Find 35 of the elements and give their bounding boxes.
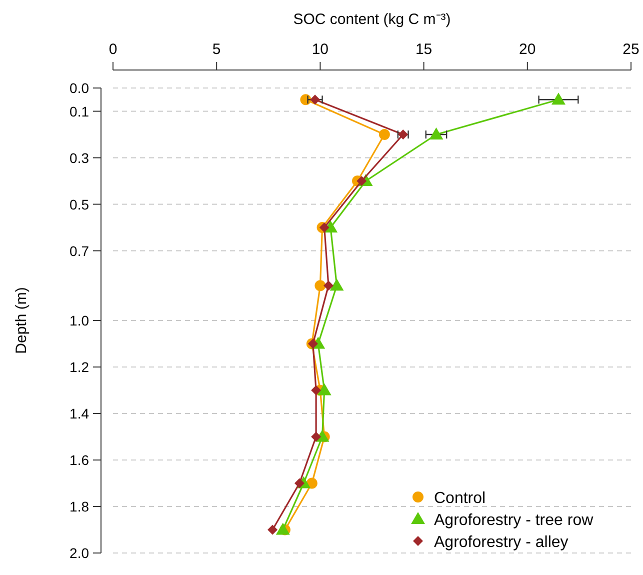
point [310,94,320,105]
y-tick-label: 0.0 [70,80,90,96]
x-axis-title: SOC content (kg C m⁻³) [293,11,451,28]
legend-label: Agroforestry - alley [434,534,568,551]
point [551,92,566,105]
point [378,129,390,140]
point [429,128,444,140]
x-tick-label: 5 [212,41,221,58]
point [311,432,322,442]
y-tick-label: 0.7 [70,242,90,259]
point [319,222,330,232]
y-tick-label: 1.8 [70,498,90,514]
point [317,383,332,396]
x-tick-label: 0 [108,41,118,58]
y-tick-label: 0.1 [70,103,90,120]
x-tick-label: 15 [415,41,432,58]
point [330,278,344,291]
y-axis-title: Depth (m) [13,287,30,354]
point [314,280,326,292]
point [268,524,278,535]
y-tick-label: 1.2 [70,359,90,375]
y-tick-label: 1.4 [70,406,90,422]
x-tick-label: 25 [622,41,640,58]
point [311,385,322,396]
legend-label: Control [434,490,486,507]
x-tick-label: 20 [519,41,536,58]
point [323,280,334,291]
y-tick-label: 2.0 [70,545,90,561]
y-tick-label: 1.6 [70,452,90,468]
y-tick-label: 0.3 [70,150,90,166]
legend-label: Agroforestry - tree row [434,512,594,529]
y-tick-label: 0.5 [70,196,90,212]
y-tick-label: 1.0 [70,312,90,328]
x-tick-label: 10 [312,41,329,58]
point [276,522,290,535]
